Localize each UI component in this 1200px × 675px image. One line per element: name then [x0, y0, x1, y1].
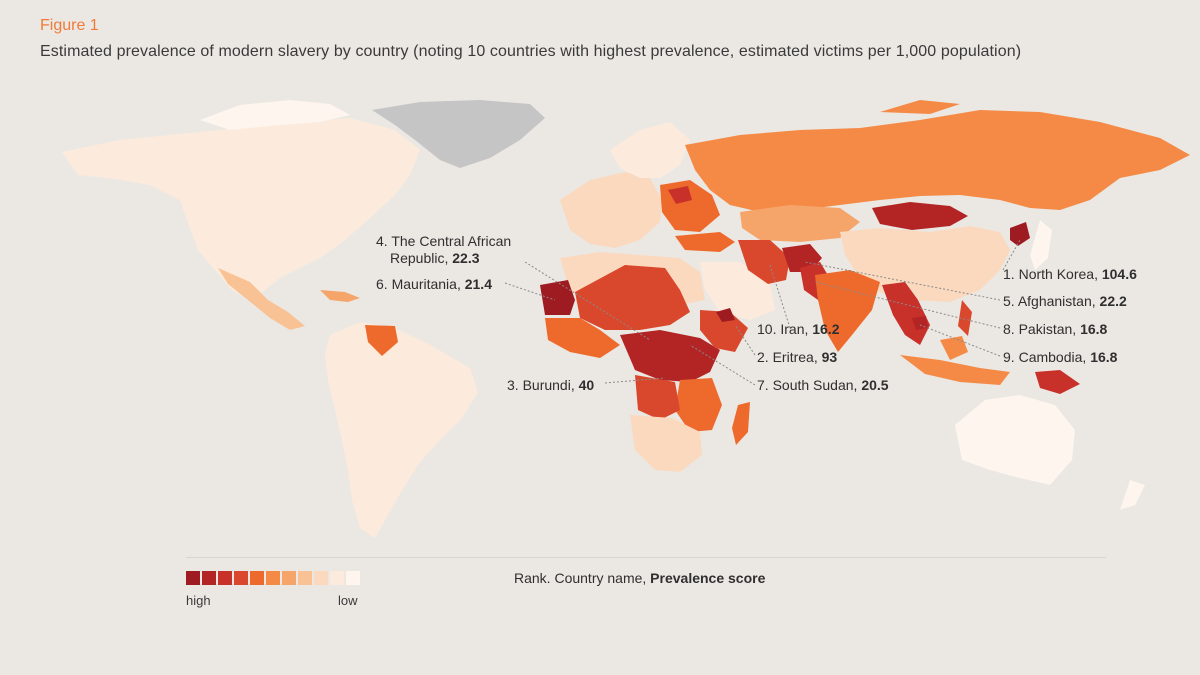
callout-north-korea: 1. North Korea, 104.6	[1003, 266, 1137, 282]
legend-divider	[186, 557, 1106, 558]
figure-title: Estimated prevalence of modern slavery b…	[40, 43, 1022, 60]
legend-swatch-10	[330, 571, 344, 585]
region-north-korea	[1010, 222, 1030, 246]
region-arabia	[700, 262, 775, 320]
region-scandinavia	[610, 122, 690, 178]
region-europe-west	[560, 172, 662, 248]
legend-swatch-7	[282, 571, 296, 585]
region-indonesia	[900, 355, 1010, 385]
region-russia-islands	[880, 100, 960, 114]
region-horn-africa	[700, 310, 748, 352]
callout-eritrea: 2. Eritrea, 93	[757, 349, 838, 365]
region-south-america	[325, 322, 478, 538]
region-mauritania	[540, 280, 575, 315]
legend-swatch-4	[234, 571, 248, 585]
region-philippines	[958, 300, 972, 336]
region-papua	[1035, 370, 1080, 394]
region-new-zealand	[1120, 480, 1145, 510]
region-venezuela	[365, 325, 398, 356]
region-sahel	[575, 265, 690, 330]
region-central-africa	[620, 330, 720, 382]
callout-afghanistan: 5. Afghanistan, 22.2	[1003, 293, 1127, 309]
callout-cambodia: 9. Cambodia, 16.8	[1003, 349, 1118, 365]
region-russia	[685, 110, 1190, 212]
region-madagascar	[732, 402, 750, 445]
region-belarus	[668, 186, 692, 204]
callout-south-sudan: 7. South Sudan, 20.5	[757, 377, 889, 393]
region-north-america	[62, 118, 420, 300]
region-mexico	[218, 268, 305, 330]
leader-lines	[504, 239, 1021, 386]
legend-swatch-9	[314, 571, 328, 585]
region-greenland	[372, 100, 545, 168]
legend-high-label: high	[186, 593, 211, 608]
callout-iran: 10. Iran, 16.2	[757, 321, 840, 337]
region-mongolia	[872, 202, 968, 230]
region-southern-africa	[630, 415, 702, 472]
callout-pakistan: 8. Pakistan, 16.8	[1003, 321, 1108, 337]
region-caribbean	[320, 290, 360, 302]
figure-label: Figure 1	[40, 17, 99, 34]
legend-low-label: low	[338, 593, 358, 608]
region-china	[840, 226, 1010, 302]
legend-swatch-2	[202, 571, 216, 585]
region-australia	[955, 395, 1075, 485]
region-kazakhstan	[740, 205, 860, 242]
legend-note: Rank. Country name, Prevalence score	[514, 570, 766, 586]
region-japan	[1030, 220, 1052, 270]
region-east-africa	[675, 378, 722, 432]
callout-burundi: 3. Burundi, 40	[507, 377, 595, 393]
region-canada-arctic	[200, 100, 350, 130]
legend-swatch-8	[298, 571, 312, 585]
legend-swatch-3	[218, 571, 232, 585]
legend-swatch-5	[250, 571, 264, 585]
legend-color-scale	[186, 571, 362, 585]
region-eritrea	[716, 308, 735, 322]
region-congo-south	[635, 375, 680, 420]
legend-swatch-11	[346, 571, 360, 585]
region-west-africa	[545, 318, 620, 358]
region-india	[815, 270, 880, 352]
callout-mauritania: 6. Mauritania, 21.4	[376, 276, 492, 292]
region-turkey	[675, 232, 735, 252]
legend-swatch-6	[266, 571, 280, 585]
region-iran	[738, 240, 790, 284]
callout-central-african-republic: 4. The Central African Republic, 22.3	[376, 233, 512, 266]
region-borneo	[940, 336, 968, 360]
legend-swatch-1	[186, 571, 200, 585]
